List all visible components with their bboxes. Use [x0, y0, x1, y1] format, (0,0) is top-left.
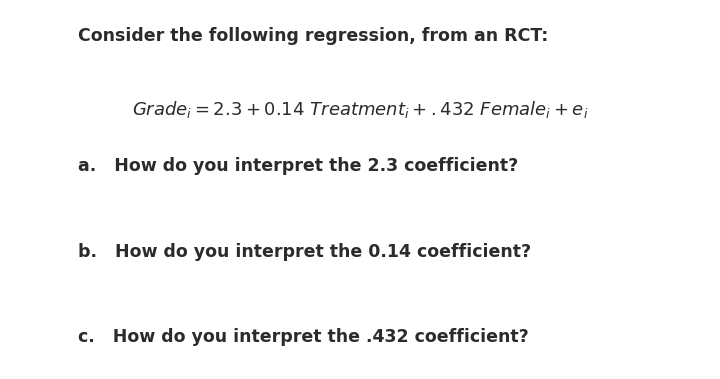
Text: $\mathit{Grade}_i = 2.3 + 0.14\ \mathit{Treatment}_i + .432\ \mathit{Female}_i +: $\mathit{Grade}_i = 2.3 + 0.14\ \mathit{…: [132, 99, 588, 119]
Text: a.   How do you interpret the 2.3 coefficient?: a. How do you interpret the 2.3 coeffici…: [78, 157, 518, 175]
Text: b.   How do you interpret the 0.14 coefficient?: b. How do you interpret the 0.14 coeffic…: [78, 243, 531, 260]
Text: Consider the following regression, from an RCT:: Consider the following regression, from …: [78, 27, 548, 44]
Text: c.   How do you interpret the .432 coefficient?: c. How do you interpret the .432 coeffic…: [78, 328, 528, 346]
